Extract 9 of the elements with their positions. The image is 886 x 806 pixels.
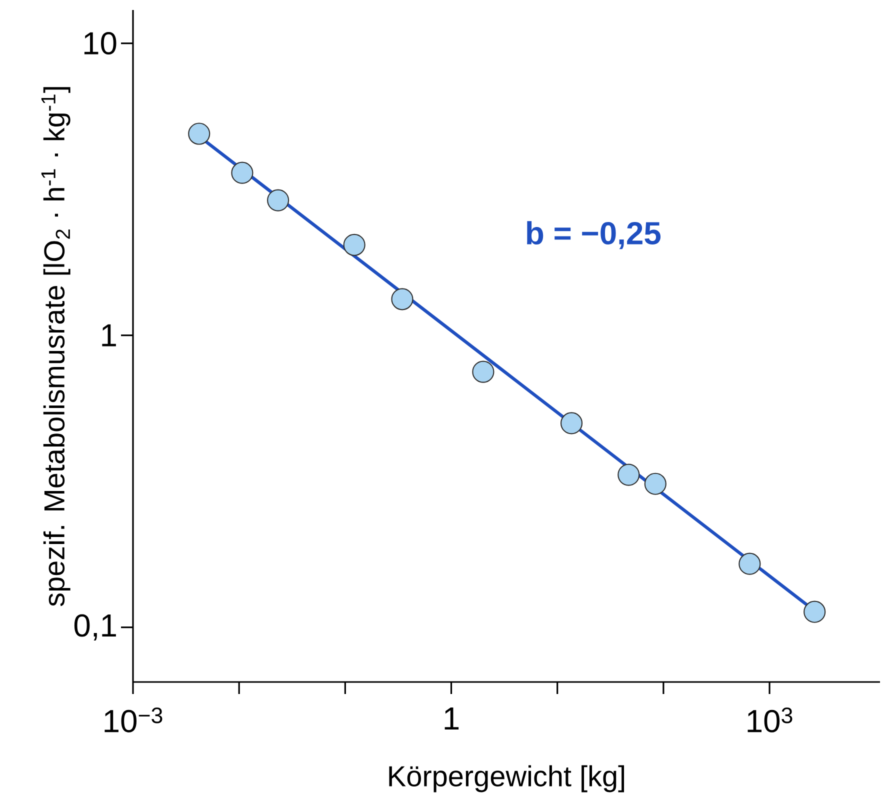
annotation: b = −0,25 [527,221,661,250]
y-tick-label: 1 [102,324,116,346]
x-axis-title: Körpergewicht [kg] [389,765,624,792]
x-tick-label: 10$^{3}$ [748,708,792,732]
x-tick-label: 10$^{−3}$ [104,708,162,732]
x-tick-label: 1 [444,708,459,730]
y-tick-label: 0,1 [74,614,116,641]
y-tick-label: 10 [84,32,116,55]
y-axis-title: spezif. Metabolismusrate [lO$_{2}$ · h$^{-1}$ · kg$^{-1}$] [41,87,70,606]
